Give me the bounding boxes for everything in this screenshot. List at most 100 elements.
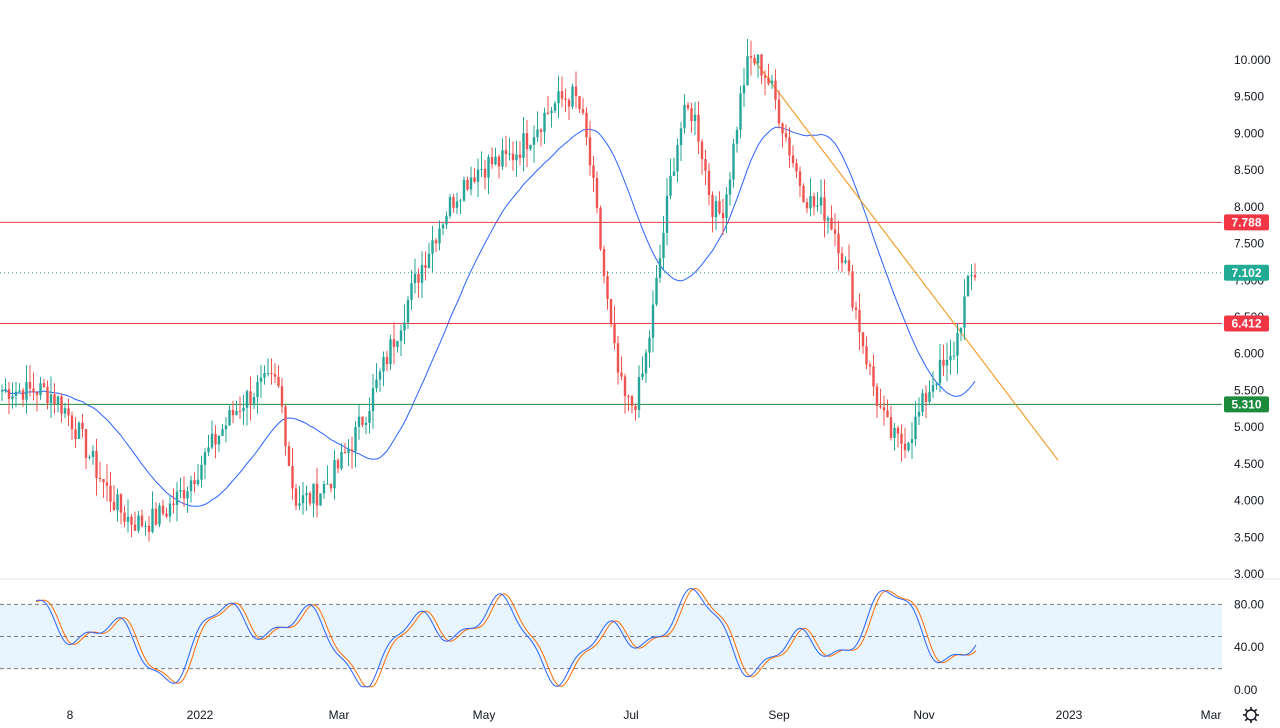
candle-body <box>875 386 879 407</box>
candle-body <box>368 411 371 423</box>
candle-body <box>942 359 945 366</box>
candle-body <box>760 54 763 76</box>
candle-body <box>774 80 777 100</box>
candle-body <box>830 217 833 230</box>
price-tick-label: 9.500 <box>1234 90 1264 104</box>
candle-body <box>564 98 567 100</box>
candle-body <box>833 229 837 234</box>
candle-body <box>529 144 532 150</box>
candle-body <box>466 179 469 190</box>
candle-body <box>889 417 893 438</box>
candle-body <box>823 197 826 221</box>
candle-body <box>805 202 809 209</box>
candle-body <box>697 114 700 142</box>
price-tick-label: 9.000 <box>1234 126 1264 140</box>
candle-body <box>560 91 564 99</box>
candle-body <box>329 483 333 489</box>
candle-body <box>301 495 305 504</box>
main-pane <box>0 38 1222 542</box>
candle-body <box>175 491 179 505</box>
candle-body <box>931 385 935 392</box>
price-badge-label: 6.412 <box>1231 316 1261 330</box>
candle-body <box>819 197 823 206</box>
price-tick-label: 10.000 <box>1234 53 1271 67</box>
candle-body <box>945 359 949 366</box>
candle-body <box>343 451 347 454</box>
candle-body <box>742 85 746 94</box>
candle-body <box>420 265 424 283</box>
candle-body <box>32 388 35 393</box>
candle-body <box>921 393 924 412</box>
candle-body <box>452 196 455 208</box>
price-tick-label: 6.000 <box>1234 347 1264 361</box>
candle-body <box>326 483 329 485</box>
candle-body <box>567 99 571 107</box>
candle-body <box>784 133 788 138</box>
trendline <box>753 59 1059 461</box>
candle-body <box>616 343 620 373</box>
candle-body <box>60 396 63 414</box>
candle-body <box>917 411 921 417</box>
candle-body <box>690 108 693 122</box>
candle-body <box>693 114 697 122</box>
candle-body <box>914 416 917 440</box>
candle-body <box>249 391 252 404</box>
settings-icon[interactable] <box>1243 707 1259 723</box>
candle-body <box>788 137 791 156</box>
candle-body <box>648 337 651 353</box>
candle-body <box>126 516 130 522</box>
candle-body <box>11 396 14 399</box>
candle-body <box>770 80 774 84</box>
candle-body <box>189 480 193 492</box>
candle-body <box>347 449 350 454</box>
candle-body <box>455 201 459 208</box>
candle-body <box>756 54 760 64</box>
price-badge-label: 7.102 <box>1231 266 1261 280</box>
candle-body <box>497 156 501 167</box>
candle-body <box>270 373 273 375</box>
candle-body <box>865 346 868 365</box>
candle-body <box>896 427 900 434</box>
candle-body <box>312 483 315 504</box>
candle-body <box>910 439 914 443</box>
candle-body <box>448 196 452 217</box>
candle-body <box>441 224 445 229</box>
candle-body <box>25 382 28 400</box>
candle-body <box>826 217 830 221</box>
candle-body <box>137 515 140 531</box>
candle-body <box>672 171 676 176</box>
candle-body <box>67 408 70 416</box>
candle-body <box>809 196 812 209</box>
candle-body <box>658 258 662 278</box>
candle-body <box>46 386 49 404</box>
candle-body <box>336 460 340 469</box>
candle-body <box>130 516 133 525</box>
price-tick-label: 4.000 <box>1234 494 1264 508</box>
candle-body <box>480 168 483 170</box>
candle-body <box>403 322 406 331</box>
candle-body <box>7 389 11 399</box>
price-tick-label: 5.000 <box>1234 420 1264 434</box>
candle-body <box>938 359 942 384</box>
candle-body <box>746 56 749 86</box>
candle-body <box>812 196 816 207</box>
candle-body <box>277 376 280 387</box>
candle-body <box>637 376 641 410</box>
candle-body <box>221 429 224 436</box>
candle-body <box>168 503 172 517</box>
candle-body <box>669 175 672 196</box>
candle-body <box>179 489 182 492</box>
time-tick-label: 2023 <box>1056 708 1083 722</box>
candle-body <box>623 376 627 397</box>
candle-body <box>585 112 588 138</box>
candle-body <box>620 372 623 377</box>
candle-body <box>214 433 217 445</box>
candle-body <box>434 240 438 244</box>
candle-body <box>522 133 525 158</box>
candle-body <box>291 466 294 489</box>
candle-body <box>858 309 861 333</box>
candle-body <box>886 410 889 418</box>
candle-body <box>557 91 560 104</box>
candle-body <box>508 153 511 155</box>
candle-body <box>595 177 599 208</box>
